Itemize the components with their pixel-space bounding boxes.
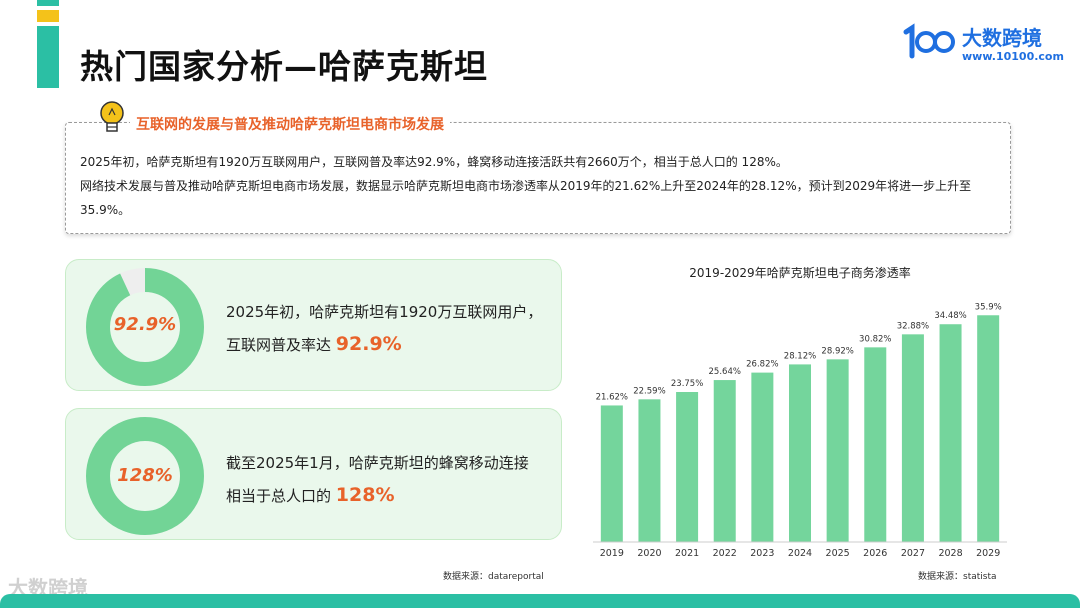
data-label-2028: 34.48% [934, 311, 966, 321]
bar-2023 [751, 372, 774, 542]
x-tick-2027: 2027 [901, 548, 925, 559]
deco-bar-teal [37, 26, 59, 88]
logo-text: 大数跨境 [962, 26, 1042, 50]
bar-2027 [901, 334, 924, 542]
x-tick-2028: 2028 [938, 548, 962, 559]
brand-logo: 大数跨境 www.10100.com [902, 20, 1064, 66]
x-tick-2022: 2022 [713, 548, 737, 559]
lightbulb-icon [100, 101, 124, 132]
bar-2024 [789, 364, 811, 542]
data-label-2019: 21.62% [596, 392, 628, 402]
data-label-2029: 35.9% [975, 302, 1002, 312]
donut-label-mobile: 128% [117, 465, 173, 486]
bar-chart-svg: 21.62% 2019 22.59% 2020 23.75% 2021 25.64% 2022… [593, 302, 1007, 559]
data-label-2021: 23.75% [671, 379, 703, 389]
section-box [65, 122, 1011, 234]
bar-2021 [676, 392, 699, 542]
bar-2025 [826, 359, 849, 542]
bar-2019 [600, 405, 623, 542]
x-tick-2019: 2019 [600, 548, 624, 559]
x-tick-2024: 2024 [788, 548, 812, 559]
card-text-mobile: 截至2025年1月，哈萨克斯坦的蜂窝移动连接 相当于总人口的 128% [226, 447, 556, 512]
donut-label-internet: 92.9% [113, 314, 177, 335]
stat-card-mobile: 128% 截至2025年1月，哈萨克斯坦的蜂窝移动连接 相当于总人口的 128% [65, 408, 562, 540]
data-label-2026: 30.82% [859, 334, 891, 344]
bar-2029 [977, 315, 1000, 542]
data-label-2027: 32.88% [897, 321, 929, 331]
data-label-2023: 26.82% [746, 360, 778, 370]
deco-bar-yellow [37, 10, 59, 22]
stat-card-internet: 92.9% 2025年初，哈萨克斯坦有1920万互联网用户， 互联网普及率达 9… [65, 259, 562, 391]
data-label-2022: 25.64% [709, 367, 741, 377]
card-line-2-prefix: 互联网普及率达 [226, 336, 332, 354]
donut-chart-internet [86, 268, 204, 386]
page-title: 热门国家分析—哈萨克斯坦 [80, 47, 488, 86]
chart-title: 2019-2029年哈萨克斯坦电子商务渗透率 [689, 266, 911, 280]
bar-2026 [864, 347, 887, 542]
data-label-2025: 28.92% [821, 346, 853, 356]
x-tick-2023: 2023 [750, 548, 774, 559]
bar-2028 [939, 324, 962, 542]
donut-fill [86, 268, 204, 386]
donut-chart-mobile [86, 417, 204, 535]
bar-chart: 2019-2029年哈萨克斯坦电子商务渗透率 21.62% 2019 22.59% 2… [585, 262, 1015, 564]
card-line-2: 相当于总人口的 128% [226, 479, 556, 512]
source-note-left: 数据来源：datareportal [443, 572, 544, 582]
x-tick-2026: 2026 [863, 548, 887, 559]
card-line-1: 2025年初，哈萨克斯坦有1920万互联网用户， [226, 303, 543, 321]
card-text-internet: 2025年初，哈萨克斯坦有1920万互联网用户， 互联网普及率达 92.9% [226, 296, 556, 361]
x-tick-2029: 2029 [976, 548, 1000, 559]
x-tick-2020: 2020 [637, 548, 661, 559]
card-line-1: 截至2025年1月，哈萨克斯坦的蜂窝移动连接 [226, 454, 529, 472]
card-highlight-value: 128% [335, 484, 395, 506]
x-tick-2025: 2025 [826, 548, 850, 559]
card-line-2-prefix: 相当于总人口的 [226, 487, 332, 505]
footer-bar [0, 594, 1080, 608]
bar-2022 [713, 380, 736, 542]
logo-url: www.10100.com [962, 50, 1064, 63]
x-tick-2021: 2021 [675, 548, 699, 559]
logo-mark-icon [903, 23, 955, 59]
data-label-2024: 28.12% [784, 351, 816, 361]
section-line-1: 2025年初，哈萨克斯坦有1920万互联网用户，互联网普及率达92.9%，蜂窝移… [80, 155, 788, 169]
data-label-2020: 22.59% [633, 386, 665, 396]
section-line-2: 网络技术发展与普及推动哈萨克斯坦电商市场发展，数据显示哈萨克斯坦电商市场渗透率从… [80, 179, 972, 217]
source-note-right: 数据来源：statista [918, 572, 997, 582]
deco-bar-teal-top [37, 0, 59, 6]
card-highlight-value: 92.9% [335, 333, 402, 355]
section-body: 2025年初，哈萨克斯坦有1920万互联网用户，互联网普及率达92.9%，蜂窝移… [80, 150, 1000, 222]
bar-2020 [638, 399, 661, 542]
card-line-2: 互联网普及率达 92.9% [226, 328, 556, 361]
section-heading: 互联网的发展与普及推动哈萨克斯坦电商市场发展 [130, 114, 450, 134]
donut-fill [86, 417, 204, 535]
